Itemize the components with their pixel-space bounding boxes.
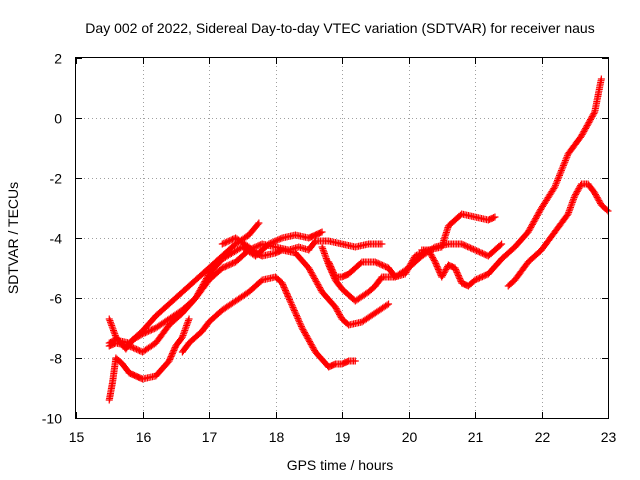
y-tick-label: -10	[42, 411, 62, 427]
x-tick-label: 15	[69, 429, 85, 445]
series-markers	[325, 210, 498, 281]
x-tick-label: 20	[402, 429, 418, 445]
series-track-f	[218, 234, 393, 329]
data-point	[571, 192, 579, 200]
x-tick-label: 17	[202, 429, 218, 445]
data-point	[105, 315, 113, 323]
axis-ticks	[76, 58, 609, 419]
data-point	[411, 252, 419, 260]
series-track-d	[105, 237, 386, 353]
x-tick-label: 16	[136, 429, 152, 445]
data-point	[325, 258, 333, 266]
grid	[76, 58, 608, 418]
x-tick-label: 22	[535, 429, 551, 445]
series-track-c	[105, 315, 193, 404]
series-markers	[220, 235, 391, 329]
series-track-i	[418, 75, 605, 290]
data-point	[285, 294, 293, 302]
y-tick-label: -6	[50, 291, 63, 307]
data-point	[431, 258, 439, 266]
series-markers	[106, 237, 384, 352]
x-tick-label: 21	[468, 429, 484, 445]
y-tick-label: -2	[50, 171, 63, 187]
plot-frame	[75, 57, 609, 419]
chart-title: Day 002 of 2022, Sidereal Day-to-day VTE…	[85, 20, 594, 36]
y-tick-labels: -10 -8 -6 -4 -2 0 2	[42, 51, 62, 427]
series-markers	[179, 273, 358, 370]
y-tick-label: 2	[54, 51, 62, 67]
y-axis-label: SDTVAR / TECUs	[5, 182, 21, 294]
series-markers	[506, 180, 611, 289]
data-point	[298, 324, 306, 332]
data-point	[185, 315, 193, 323]
series-markers	[106, 317, 192, 402]
x-tick-label: 23	[601, 429, 617, 445]
series-track-h	[325, 210, 499, 281]
data-point	[318, 243, 326, 251]
y-tick-label: 0	[54, 111, 62, 127]
series-markers	[420, 77, 605, 289]
x-tick-labels: 15 16 17 18 19 20 21 22 23	[69, 429, 617, 445]
y-tick-label: -4	[50, 231, 63, 247]
data-marks	[105, 75, 612, 404]
x-tick-label: 18	[269, 429, 285, 445]
x-tick-label: 19	[335, 429, 351, 445]
x-axis-label: GPS time / hours	[287, 457, 394, 473]
data-point	[438, 273, 446, 281]
series-track-e	[178, 273, 359, 371]
data-point	[218, 240, 226, 248]
y-tick-label: -8	[50, 351, 63, 367]
series-track-j	[504, 180, 612, 290]
data-point	[471, 246, 479, 254]
